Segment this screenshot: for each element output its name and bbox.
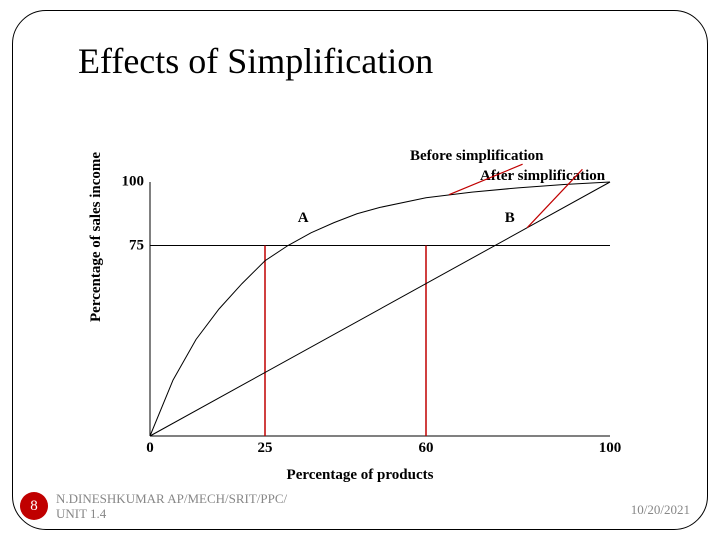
xtick-0: 0 <box>146 440 154 457</box>
page-number-badge: 8 <box>20 492 48 520</box>
footer-left-line1: N.DINESHKUMAR AP/MECH/SRIT/PPC/ <box>56 491 287 506</box>
xtick-100: 100 <box>599 440 622 457</box>
page-title: Effects of Simplification <box>78 40 433 82</box>
chart-area: AB7510002560100 <box>150 182 610 436</box>
ytick-75: 75 <box>129 237 144 254</box>
ytick-100: 100 <box>122 174 145 191</box>
y-axis-label: Percentage of sales income <box>88 152 105 322</box>
legend-before: Before simplification <box>410 148 543 165</box>
point-label-a: A <box>298 210 309 227</box>
footer-left: N.DINESHKUMAR AP/MECH/SRIT/PPC/ UNIT 1.4 <box>56 492 287 522</box>
footer-left-line2: UNIT 1.4 <box>56 506 106 521</box>
x-axis-label: Percentage of products <box>0 467 720 484</box>
slide: Effects of Simplification Before simplif… <box>0 0 720 540</box>
xtick-25: 25 <box>258 440 273 457</box>
xtick-60: 60 <box>419 440 434 457</box>
point-label-b: B <box>505 210 515 227</box>
chart-svg <box>150 182 610 436</box>
footer-date: 10/20/2021 <box>631 502 690 518</box>
